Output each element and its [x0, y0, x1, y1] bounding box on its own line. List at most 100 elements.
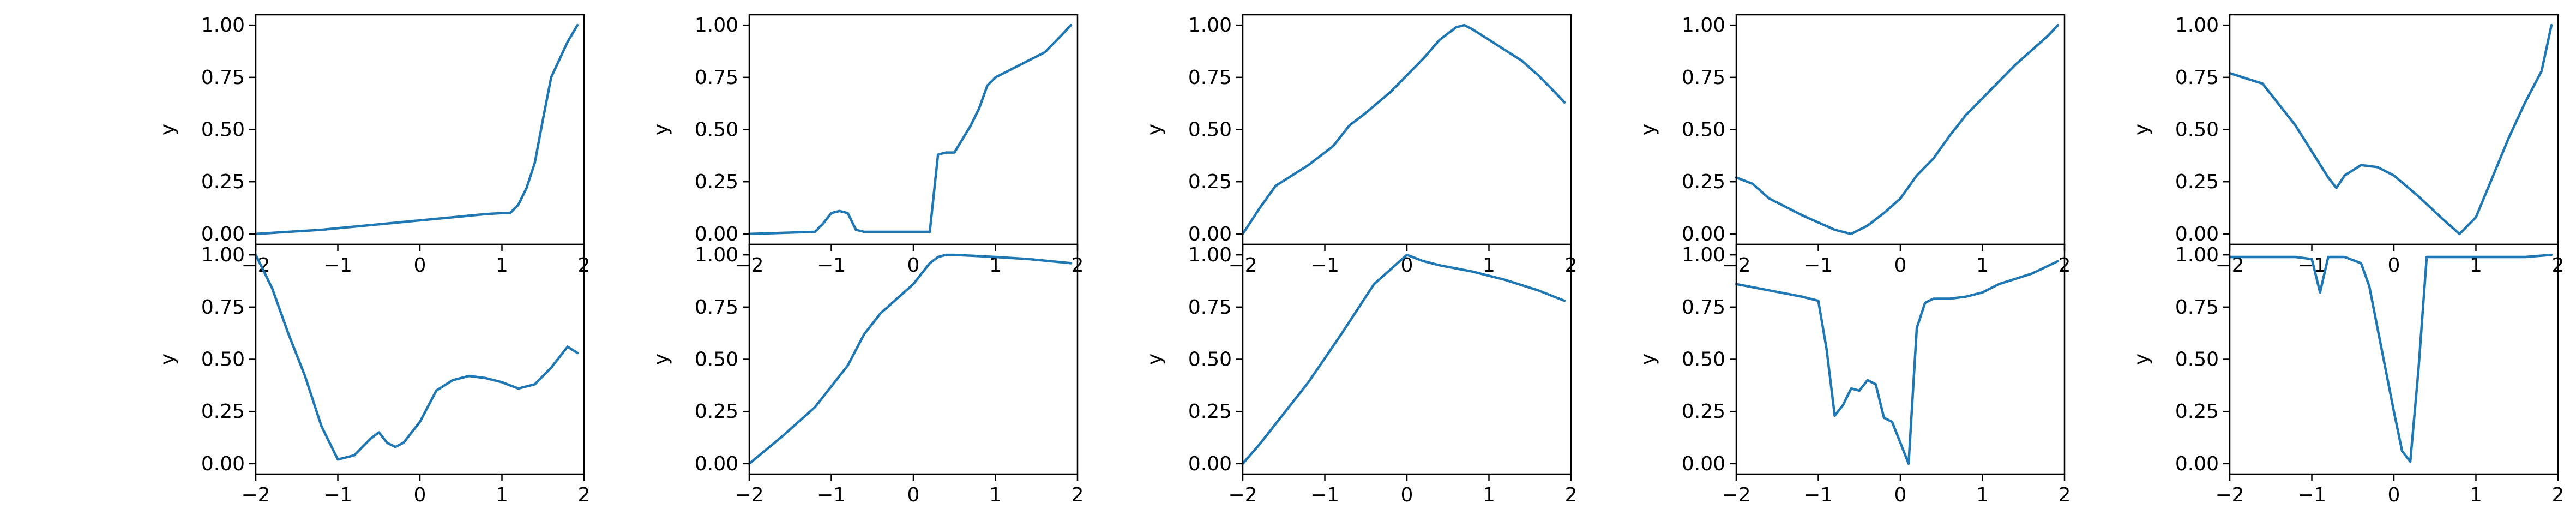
x-tick-label: 1	[1976, 484, 1989, 506]
y-tick-label: 1.00	[695, 14, 738, 37]
y-tick-label: 0.00	[1188, 453, 1232, 475]
y-tick-label: 0.00	[695, 453, 738, 475]
y-tick-label: 0.75	[1682, 296, 1725, 319]
subplot-r1-c4: 0.00 0.25 0.50 0.75 1.00 −2 −1 0 1 2 y	[2130, 243, 2565, 506]
subplot-r0-c3: 0.000.250.500.751.00−2 −1 0 1 2y	[1637, 14, 2071, 277]
y-axis-label: y	[1143, 354, 1166, 365]
y-tick-label: 0.25	[1188, 171, 1232, 193]
y-axis-label: y	[1143, 124, 1166, 135]
series-line	[748, 253, 1073, 465]
y-tick-label: 0.50	[201, 349, 245, 371]
series-line	[748, 23, 1073, 236]
x-tick-label: −1	[323, 484, 352, 506]
x-tick-label: 2	[2552, 484, 2565, 506]
y-tick-label: 0.25	[695, 400, 738, 423]
series-line	[254, 253, 579, 461]
y-tick-label: 0.25	[1682, 171, 1725, 193]
y-tick-label: 0.00	[1188, 223, 1232, 245]
series-line	[1241, 23, 1566, 236]
plot-frame	[255, 243, 585, 475]
series-line	[1241, 253, 1566, 465]
y-tick-label: 0.75	[695, 67, 738, 89]
x-tick-label: 2	[1072, 484, 1084, 506]
x-tick-label: −2	[2215, 484, 2244, 506]
y-tick-label: 0.75	[695, 296, 738, 319]
x-tick-label: 0	[1401, 484, 1413, 506]
x-tick-label: −1	[817, 484, 846, 506]
y-axis-label: y	[157, 354, 179, 365]
y-tick-label: 0.00	[695, 223, 738, 245]
y-tick-label: 1.00	[201, 14, 245, 37]
y-tick-label: 0.50	[1682, 349, 1725, 371]
subplot-r1-c2: 0.00 0.25 0.50 0.75 1.00 −2 −1 0 1 2 y	[1143, 243, 1577, 506]
subplot-r0-c2: 0.000.250.500.751.00−2 −1 0 1 2y	[1143, 14, 1577, 277]
y-tick-label: 1.00	[2175, 14, 2219, 37]
y-tick-label: 0.75	[2175, 296, 2219, 319]
x-tick-label: 2	[578, 484, 591, 506]
y-axis-label: y	[2130, 354, 2153, 365]
x-tick-label: 0	[2388, 254, 2400, 277]
y-tick-label: 0.00	[2175, 453, 2219, 475]
x-tick-label: 1	[989, 254, 1002, 277]
y-tick-label: 0.25	[201, 171, 245, 193]
y-tick-label: 0.50	[1188, 119, 1232, 141]
y-tick-label: 0.00	[201, 453, 245, 475]
y-tick-label: 1.00	[1682, 244, 1725, 266]
plot-frame	[1735, 14, 2066, 245]
subplot-r0-c4: 0.000.250.500.751.00−2 −1 0 1 2y	[2130, 14, 2564, 277]
plot-frame	[748, 243, 1079, 475]
y-axis-label: y	[1637, 354, 1659, 365]
x-tick-label: 1	[496, 484, 508, 506]
y-tick-label: 0.00	[1682, 223, 1725, 245]
subplot-r0-c1: 0.000.250.500.751.00−2 −1 0 1 2y	[650, 14, 1084, 277]
x-tick-label: −1	[2297, 484, 2326, 506]
x-tick-label: 1	[1976, 254, 1989, 277]
y-tick-label: 0.00	[1682, 453, 1725, 475]
plot-frame	[748, 14, 1079, 245]
y-axis-label: y	[650, 124, 672, 135]
y-tick-label: 1.00	[1682, 14, 1725, 37]
subplot-r1-c0: 0.00 0.25 0.50 0.75 1.00 −2 −1 0 1 2 y	[157, 243, 591, 506]
y-tick-label: 0.00	[201, 223, 245, 245]
y-tick-label: 0.50	[2175, 119, 2219, 141]
series-line	[254, 23, 579, 236]
x-tick-label: −1	[817, 254, 846, 277]
y-tick-label: 0.50	[1682, 119, 1725, 141]
y-axis-label: y	[157, 124, 179, 135]
x-tick-label: 0	[1894, 484, 1907, 506]
x-tick-label: −2	[1722, 484, 1750, 506]
x-tick-label: 0	[1894, 254, 1907, 277]
x-tick-label: 0	[1401, 254, 1413, 277]
y-tick-label: 0.25	[1188, 400, 1232, 423]
x-tick-label: −2	[241, 484, 270, 506]
y-tick-label: 0.25	[2175, 400, 2219, 423]
x-tick-label: 1	[2470, 254, 2482, 277]
y-tick-label: 1.00	[1188, 14, 1232, 37]
plot-frame	[1242, 14, 1572, 245]
y-tick-label: 0.50	[695, 349, 738, 371]
x-tick-label: 1	[1483, 254, 1495, 277]
x-tick-label: 1	[2470, 484, 2482, 506]
plot-frame	[2229, 14, 2559, 245]
y-tick-label: 0.25	[1682, 400, 1725, 423]
y-tick-label: 1.00	[201, 244, 245, 266]
x-tick-label: 1	[496, 254, 508, 277]
y-tick-label: 0.50	[201, 119, 245, 141]
y-tick-label: 0.75	[1682, 67, 1725, 89]
y-tick-label: 1.00	[695, 244, 738, 266]
y-tick-label: 0.75	[201, 67, 245, 89]
plot-frame	[255, 14, 585, 245]
x-tick-label: −1	[1310, 254, 1339, 277]
y-tick-label: 0.75	[1188, 67, 1232, 89]
subplot-r0-c0: 0.000.250.500.751.00−2 −1 0 1 2y	[157, 14, 590, 277]
x-tick-label: 0	[907, 254, 920, 277]
plot-frame	[2229, 243, 2559, 475]
series-line	[2228, 253, 2553, 463]
y-tick-label: 0.75	[1188, 296, 1232, 319]
y-axis-label: y	[2130, 124, 2153, 135]
y-tick-label: 0.50	[2175, 349, 2219, 371]
subplot-r1-c3: 0.00 0.25 0.50 0.75 1.00 −2 −1 0 1 2 y	[1637, 243, 2071, 506]
y-tick-label: 0.25	[2175, 171, 2219, 193]
y-tick-label: 0.75	[2175, 67, 2219, 89]
